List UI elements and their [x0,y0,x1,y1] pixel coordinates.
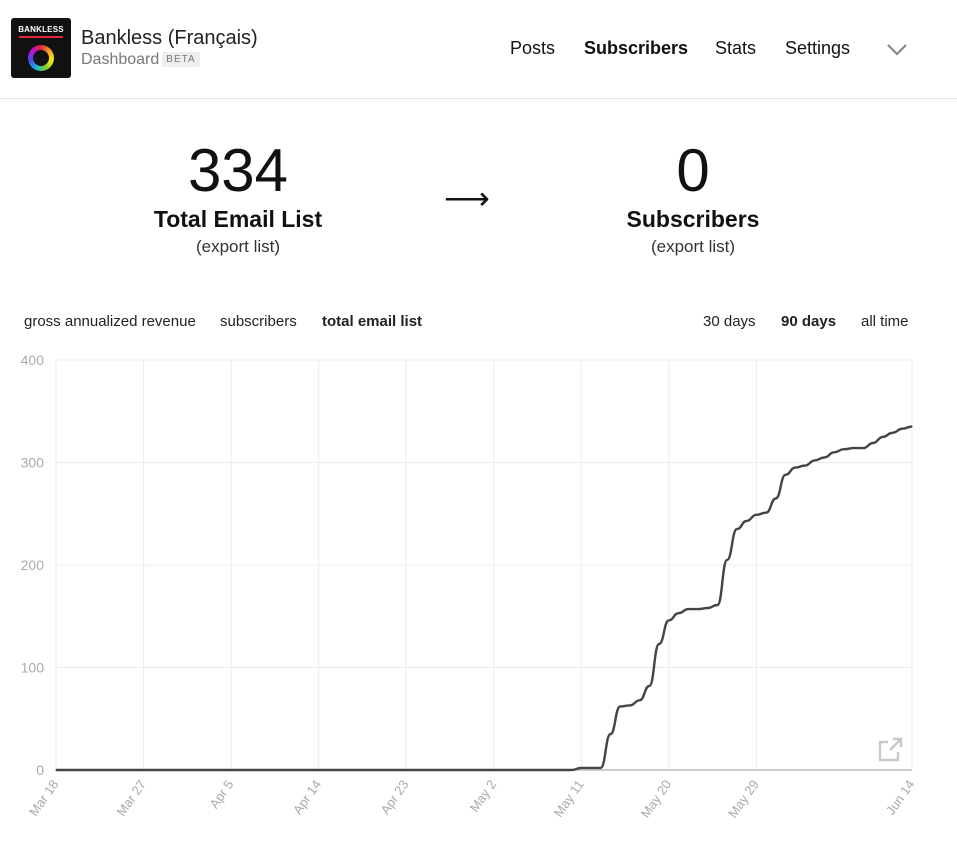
chevron-down-icon[interactable] [886,38,908,60]
y-tick-label: 100 [21,660,45,676]
tab-total-email-list[interactable]: total email list [322,313,423,330]
y-tick-label: 300 [21,455,45,471]
x-tick-label: May 20 [638,777,675,821]
data-point [843,448,845,450]
data-point [726,559,728,561]
data-point [911,426,913,428]
subscribers-stat: 0 Subscribers (export list) [543,138,843,257]
data-point [707,607,709,609]
data-point [716,604,719,606]
data-point [736,528,738,530]
nav-settings[interactable]: Settings [785,38,851,58]
tab-all-time[interactable]: all time [861,313,909,330]
x-tick-label: May 2 [467,777,500,815]
nav-posts[interactable]: Posts [510,38,556,58]
x-tick-label: Apr 14 [290,777,324,817]
data-point [609,733,612,735]
data-point [677,612,680,614]
beta-badge: BETA [162,52,200,67]
data-point [775,497,777,499]
data-point [668,619,670,621]
x-tick-label: Mar 27 [114,777,149,819]
data-point [862,447,865,449]
y-tick-label: 0 [36,762,44,778]
logo-ring-icon [28,45,54,71]
data-point [55,769,57,771]
nav-stats[interactable]: Stats [715,38,757,58]
data-point [784,474,787,476]
x-tick-label: Jun 14 [883,777,918,818]
data-point [794,467,796,469]
external-link-icon[interactable] [876,736,904,764]
data-point [755,514,758,516]
data-point [658,643,660,645]
data-point [639,699,641,701]
email-list-chart: 0 100 200 300 400 Mar 18 Mar 27 Apr 5 Apr 14 Apr … [21,352,918,821]
data-point [697,608,699,610]
data-point [600,767,602,769]
tab-90-days[interactable]: 90 days [781,313,837,330]
x-tick-label: Mar 18 [26,777,61,819]
data-point [570,769,573,771]
data-point [882,436,884,438]
x-tick-label: May 11 [551,777,587,820]
tab-subscribers[interactable]: subscribers [220,313,297,330]
data-point [765,512,767,514]
data-point [648,685,651,687]
subscribers-count: 0 [676,137,710,204]
data-point [746,520,748,522]
data-point [872,442,874,444]
subscribers-label: Subscribers [626,206,760,232]
arrow-right-icon: ⟶ [444,180,490,216]
export-subscribers-link[interactable]: (export list) [650,237,736,256]
x-tick-label: Apr 23 [377,777,411,817]
data-point [814,459,816,461]
tab-gross-annualized-revenue[interactable]: gross annualized revenue [24,313,196,330]
y-tick-label: 200 [21,557,45,573]
tab-30-days[interactable]: 30 days [703,313,756,330]
total-email-list-count: 334 [187,137,289,204]
logo-text: BANKLESS [18,25,64,34]
publication-name[interactable]: Bankless (Français) [81,27,258,49]
export-email-list-link[interactable]: (export list) [195,237,281,256]
data-point [891,432,894,434]
y-tick-label: 400 [21,352,45,368]
x-tick-label: May 29 [725,777,762,821]
total-email-list-label: Total Email List [153,206,323,232]
publication-logo[interactable]: BANKLESS [11,18,71,78]
data-point [629,704,631,706]
data-point [687,608,689,610]
data-point [833,451,835,453]
data-point [580,767,582,769]
top-header: BANKLESS Bankless (Français) Dashboard BE… [0,0,957,99]
nav-subscribers[interactable]: Subscribers [584,38,689,58]
dashboard-subtitle: Dashboard BETA [81,51,200,69]
data-point [901,428,903,430]
data-point [853,447,855,449]
data-point [619,705,621,707]
data-point [804,465,806,467]
series-line [55,425,913,772]
data-point [823,456,826,458]
x-tick-label: Apr 5 [206,777,236,811]
logo-bar [19,36,63,38]
total-email-list-stat: 334 Total Email List (export list) [88,138,388,257]
dashboard-label: Dashboard [81,51,160,68]
